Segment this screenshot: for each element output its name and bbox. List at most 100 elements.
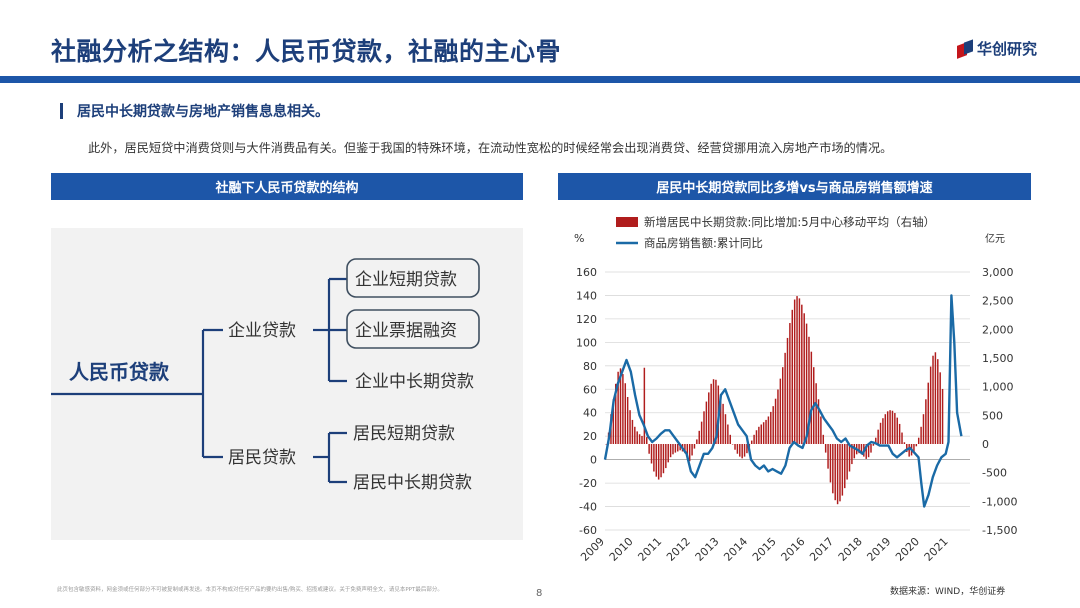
chart-bar — [636, 431, 638, 444]
chart-bar — [703, 411, 705, 444]
chart-bar — [839, 444, 841, 502]
legend-swatch-bar — [616, 217, 638, 227]
chart-bar — [922, 414, 925, 444]
chart-bar — [929, 366, 932, 444]
chart-bar — [836, 444, 839, 505]
chart-bar — [906, 444, 908, 453]
chart-bar — [805, 323, 808, 444]
tree-branch-enterprise: 企业贷款 — [228, 321, 296, 341]
left-panel-banner: 社融下人民币贷款的结构 — [51, 173, 523, 200]
chart-bar — [903, 442, 906, 444]
chart-bar — [655, 444, 658, 477]
chart-bar — [770, 411, 772, 444]
chart-right-tick-label: 3,000 — [982, 266, 1014, 279]
chart-bar — [698, 430, 700, 444]
chart-bar — [755, 430, 758, 444]
chart-left-tick-label: 140 — [576, 289, 597, 302]
chart-bar — [941, 388, 944, 444]
chart-svg: 160 140 120 100 80 60 40 20 0 -20 -40 -60 3,000 2,500… — [574, 215, 1017, 564]
chart-bar — [820, 416, 822, 444]
chart-right-unit: 亿元 — [985, 232, 1005, 245]
node-box-enterprise-short — [346, 258, 480, 298]
chart-bar — [712, 379, 715, 444]
chart-bar — [729, 434, 731, 444]
loan-vs-housing-sales-chart: 160 140 120 100 80 60 40 20 0 -20 -40 -60 3,000 2,500… — [560, 206, 1030, 582]
chart-bar — [612, 399, 615, 444]
company-logo: 华创研究 — [957, 38, 1037, 59]
chart-bar — [848, 444, 851, 472]
chart-x-tick-label: 2011 — [635, 535, 664, 564]
chart-bar — [803, 313, 805, 444]
chart-bar — [741, 444, 743, 459]
chart-bar — [934, 352, 937, 444]
chart-bar — [667, 444, 669, 463]
chart-bar — [925, 399, 927, 444]
chart-x-tick-label: 2012 — [664, 535, 693, 564]
chart-right-tick-label: -1,500 — [982, 524, 1017, 537]
tree-leaf-household-short: 居民短期贷款 — [353, 424, 455, 444]
chart-bar — [915, 444, 918, 447]
chart-bar — [801, 304, 803, 444]
chart-bar — [817, 399, 820, 444]
chart-bar — [739, 444, 741, 457]
chart-left-tick-label: -20 — [579, 477, 597, 490]
chart-bar — [743, 444, 746, 457]
chart-bar — [710, 383, 712, 444]
chart-x-tick-label: 2013 — [693, 535, 722, 564]
chart-bar — [858, 444, 860, 454]
loan-structure-diagram: 人民币贷款 企业贷款 居民贷款 企业短期贷款 企业票据融资 企业中长期贷款 居民… — [51, 228, 523, 540]
chart-bar — [731, 444, 734, 445]
chart-bar — [870, 444, 872, 453]
logo-mark-icon — [957, 38, 973, 59]
chart-bar — [631, 419, 634, 444]
chart-left-tick-label: 80 — [583, 360, 597, 373]
chart-bar — [626, 396, 629, 444]
chart-bar — [662, 444, 665, 474]
chart-bar — [793, 299, 796, 444]
chart-bar — [722, 403, 724, 444]
chart-bar — [867, 444, 870, 458]
chart-bar — [860, 444, 863, 455]
chart-bar — [829, 444, 832, 483]
chart-bar — [927, 382, 929, 444]
chart-x-tick-label: 2021 — [922, 535, 951, 564]
chart-x-tick-label: 2017 — [807, 535, 836, 564]
chart-bar — [875, 437, 877, 444]
chart-bar — [693, 444, 696, 449]
chart-bar — [798, 298, 801, 444]
chart-bar — [653, 444, 655, 472]
chart-right-tick-label: 2,000 — [982, 323, 1014, 336]
right-panel-banner: 居民中长期贷款同比多增vs与商品房销售额增速 — [558, 173, 1031, 200]
tree-leaf-enterprise-short: 企业短期贷款 — [355, 270, 457, 290]
chart-line-housing-sales — [603, 294, 963, 508]
chart-x-tick-label: 2010 — [607, 535, 636, 564]
chart-bar — [684, 444, 686, 454]
chart-bar — [719, 394, 722, 444]
chart-bar — [708, 392, 710, 444]
chart-right-tick-label: -500 — [982, 467, 1007, 480]
chart-bar — [908, 444, 910, 457]
chart-right-tick-label: 1,000 — [982, 381, 1014, 394]
chart-bar — [791, 309, 794, 444]
chart-bar — [672, 444, 674, 455]
chart-right-tick-label: 2,500 — [982, 295, 1014, 308]
chart-right-tick-label: 0 — [982, 438, 989, 451]
chart-bar — [920, 426, 922, 444]
chart-left-tick-label: -60 — [579, 524, 597, 537]
tree-branch-household: 居民贷款 — [228, 448, 296, 468]
chart-bar — [677, 444, 679, 452]
chart-bar — [760, 424, 762, 444]
chart-bar — [834, 444, 836, 501]
chart-bar — [638, 434, 641, 444]
chart-bar — [614, 383, 617, 444]
chart-bar — [901, 432, 903, 444]
tree-root-label: 人民币贷款 — [69, 360, 170, 384]
chart-bar — [841, 444, 844, 496]
chart-bar — [884, 414, 887, 444]
chart-bar — [696, 439, 698, 444]
chart-bar — [786, 337, 789, 444]
chart-bar — [894, 413, 896, 444]
chart-left-tick-label: 20 — [583, 430, 597, 443]
chart-bar — [605, 444, 607, 445]
chart-bar — [851, 444, 853, 465]
